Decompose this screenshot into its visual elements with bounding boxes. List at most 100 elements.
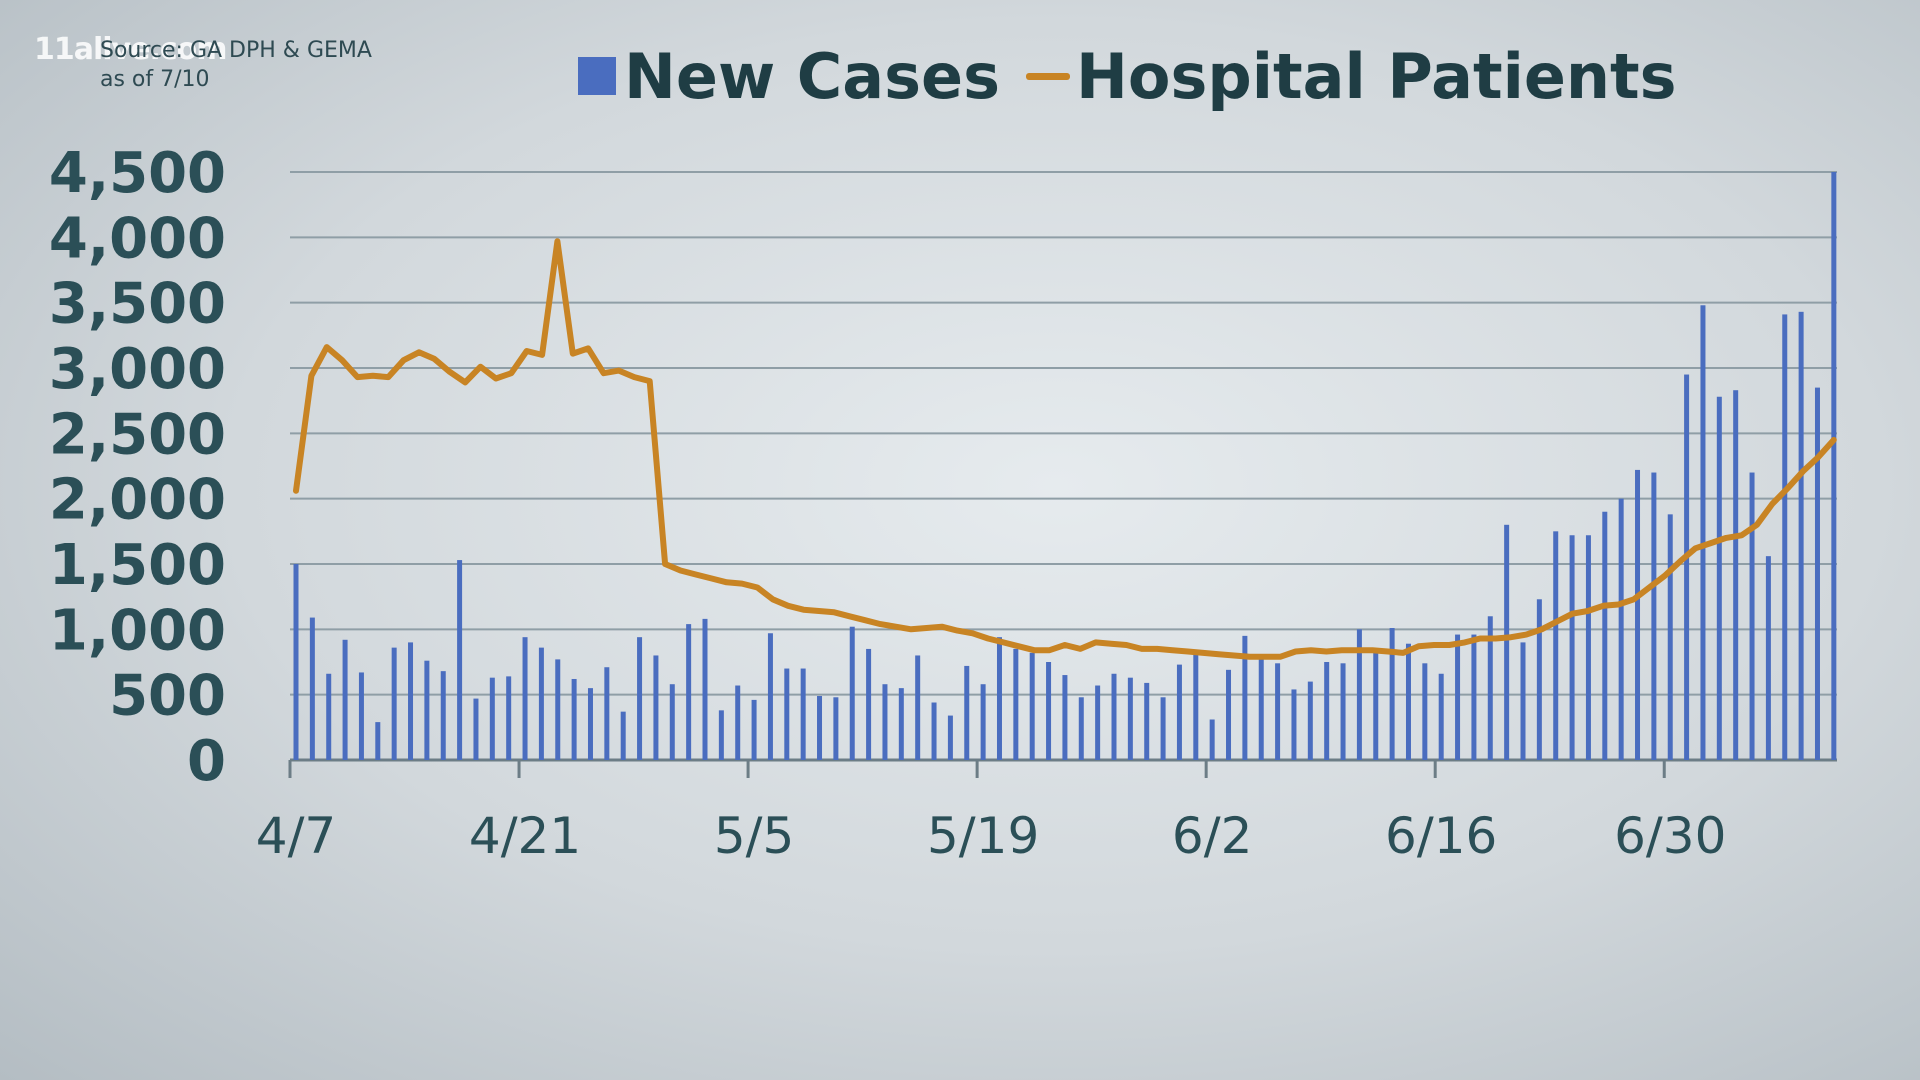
new-cases-bar (587, 688, 593, 760)
new-cases-bar (506, 676, 512, 760)
new-cases-bar (1062, 675, 1068, 760)
new-cases-bar (1438, 673, 1444, 760)
new-cases-bar (1193, 654, 1199, 760)
new-cases-bar (915, 655, 921, 760)
new-cases-bar (1831, 172, 1837, 760)
new-cases-bar (849, 626, 855, 760)
y-tick-label: 1,000 (49, 598, 226, 663)
new-cases-bar (653, 655, 659, 760)
new-cases-bar (1160, 697, 1166, 760)
new-cases-bar (702, 618, 708, 760)
new-cases-bar (1782, 314, 1788, 760)
new-cases-bar (767, 633, 773, 760)
x-tick-label: 5/19 (927, 807, 1039, 865)
legend-line-swatch (1026, 72, 1070, 80)
new-cases-bar (751, 699, 757, 760)
new-cases-bar (980, 684, 986, 760)
new-cases-bar (1013, 648, 1019, 760)
new-cases-bar (1520, 642, 1526, 760)
new-cases-bar (293, 564, 299, 760)
new-cases-bar (718, 710, 724, 760)
new-cases-bar (440, 671, 446, 760)
new-cases-bar (1340, 663, 1346, 760)
as-of-date: as of 7/10 (100, 67, 210, 92)
new-cases-bar (1504, 524, 1510, 760)
new-cases-bar (1487, 616, 1493, 760)
new-cases-bar (1324, 662, 1330, 760)
y-tick-label: 500 (109, 664, 226, 729)
new-cases-bar (1585, 535, 1591, 760)
new-cases-bar (424, 660, 430, 760)
x-tick-label: 5/5 (714, 807, 794, 865)
new-cases-bar (375, 722, 381, 760)
new-cases-bar (1046, 662, 1052, 760)
new-cases-bar (391, 647, 397, 760)
new-cases-bar (1749, 472, 1755, 760)
legend: New Cases Hospital Patients (578, 36, 1677, 116)
new-cases-bar (686, 624, 692, 760)
new-cases-bar (571, 678, 577, 760)
new-cases-bar (1258, 655, 1264, 760)
new-cases-bar (1536, 599, 1542, 760)
x-tick-label: 4/7 (256, 807, 336, 865)
new-cases-bar (1471, 634, 1477, 760)
legend-hospital-patients: Hospital Patients (1076, 39, 1677, 113)
y-tick-label: 0 (187, 729, 226, 794)
new-cases-bar (342, 639, 348, 760)
new-cases-bar (1618, 498, 1624, 760)
new-cases-bar (1569, 535, 1575, 760)
new-cases-bar (555, 659, 561, 760)
hospital-patients-line (293, 238, 1837, 660)
new-cases-bar (1733, 390, 1739, 760)
source-note: Source: GA DPH & GEMA as of 7/10 (100, 36, 372, 94)
new-cases-bar (947, 715, 953, 760)
new-cases-bar (1373, 652, 1379, 760)
new-cases-bar (1307, 681, 1313, 760)
new-cases-bar (473, 698, 479, 760)
y-tick-label: 4,500 (49, 141, 226, 206)
new-cases-bar (1242, 635, 1248, 760)
new-cases-bar (457, 560, 463, 760)
new-cases-bar (1078, 697, 1084, 760)
new-cases-bar (1667, 514, 1673, 760)
new-cases-bar (620, 711, 626, 760)
new-cases-bar (964, 665, 970, 760)
new-cases-bar (1635, 469, 1641, 760)
new-cases-bar (1029, 652, 1035, 760)
new-cases-bar (1422, 663, 1428, 760)
new-cases-bar (358, 672, 364, 760)
new-cases-bar (1651, 472, 1657, 760)
watermark-logo: 11alive.com (34, 32, 228, 67)
new-cases-bar (735, 685, 741, 760)
new-cases-bar (1176, 664, 1182, 760)
y-tick-label: 3,500 (49, 272, 226, 337)
new-cases-bar (522, 637, 528, 760)
new-cases-bar (1226, 669, 1232, 760)
new-cases-bar (1553, 531, 1559, 760)
new-cases-bar (800, 668, 806, 760)
new-cases-bar (1209, 719, 1215, 760)
y-tick-label: 2,000 (49, 468, 226, 533)
new-cases-bar (931, 702, 937, 760)
y-tick-label: 2,500 (49, 402, 226, 467)
legend-bar-swatch (578, 57, 616, 95)
new-cases-bar (1455, 634, 1461, 760)
new-cases-bar (1405, 643, 1411, 760)
new-cases-bar (604, 667, 610, 760)
source-line: Source: GA DPH & GEMA (100, 38, 372, 63)
new-cases-bar (669, 684, 675, 760)
y-tick-label: 1,500 (49, 533, 226, 598)
x-tick-label: 6/30 (1614, 807, 1726, 865)
new-cases-bar (309, 617, 315, 760)
new-cases-bar (1602, 511, 1608, 760)
x-tick-label: 6/16 (1385, 807, 1497, 865)
new-cases-bar (1765, 556, 1771, 760)
new-cases-bar (898, 688, 904, 760)
new-cases-bar (1144, 682, 1150, 760)
new-cases-bar (1716, 396, 1722, 760)
legend-new-cases: New Cases (624, 39, 1000, 113)
new-cases-bar (784, 668, 790, 760)
new-cases-bar (538, 647, 544, 760)
new-cases-bar (996, 637, 1002, 760)
new-cases-bar (866, 648, 872, 760)
